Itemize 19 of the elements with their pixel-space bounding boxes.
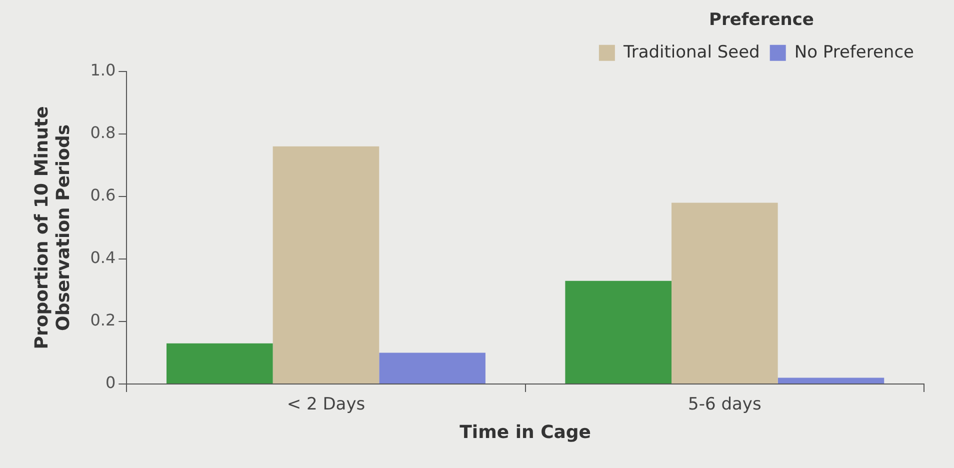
bar: [778, 378, 884, 384]
x-tick-label: < 2 Days: [286, 394, 366, 415]
legend-label: Traditional Seed: [622, 42, 760, 62]
x-axis-title: Time in Cage: [460, 422, 592, 443]
y-tick-label: 0: [105, 373, 116, 392]
bar: [379, 352, 486, 384]
y-tick-label: 0.4: [90, 248, 116, 268]
legend-label: No Preference: [794, 42, 914, 62]
bar: [565, 280, 672, 384]
bar: [672, 202, 778, 384]
y-axis-title: Proportion of 10 Minute Observation Periods: [31, 106, 74, 350]
bar: [166, 343, 273, 384]
bar: [272, 146, 380, 384]
y-tick-label: 0.6: [90, 186, 116, 205]
legend-title: Preference: [709, 10, 814, 30]
y-tick-label: 1.0: [90, 60, 116, 80]
y-tick-label: 0.8: [90, 123, 116, 142]
y-tick-label: 0.2: [90, 310, 116, 330]
x-tick-label: 5-6 days: [688, 394, 762, 415]
